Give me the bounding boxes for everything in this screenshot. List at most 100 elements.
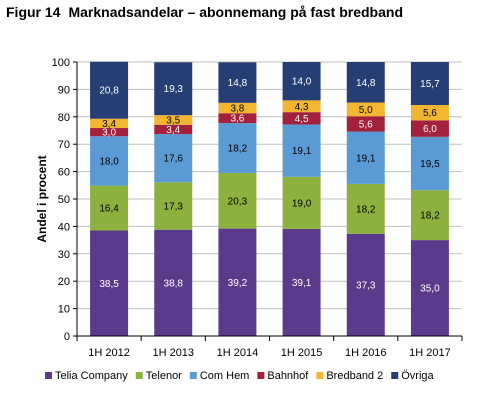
bar-telia-company-1h-2017 — [410, 240, 449, 336]
bar-com-hem-1h-2015 — [282, 124, 321, 177]
bar-bahnhof-1h-2014 — [218, 113, 257, 124]
legend-swatch-com-hem — [189, 372, 197, 379]
bar-telenor-1h-2015 — [282, 176, 321, 229]
data-label-telia-company-1h-2016: 37,3 — [356, 280, 376, 291]
data-label-bredband-2-1h-2012: 3,4 — [102, 119, 116, 130]
data-label-com-hem-1h-2014: 18,2 — [228, 144, 248, 155]
data-label-bredband-2-1h-2013: 3,5 — [166, 115, 180, 126]
bar-telenor-1h-2017 — [410, 190, 449, 241]
y-tick-label-90: 90 — [58, 84, 70, 96]
legend-swatch-vriga — [391, 372, 399, 379]
bar-vriga-1h-2013 — [154, 62, 193, 116]
chart-title: Figur 14 Marknadsandelar – abonnemang på … — [6, 4, 403, 20]
data-label-telia-company-1h-2017: 35,0 — [420, 284, 440, 295]
data-label-vriga-1h-2012: 20,8 — [99, 86, 119, 97]
data-label-telenor-1h-2014: 20,3 — [228, 196, 248, 207]
bar-bredband-2-1h-2016 — [346, 102, 385, 117]
axes: 0 10 20 30 40 50 60 70 80 90 100 1H 2012 1H 2013 1H 2… — [52, 57, 463, 359]
y-tick-label-40: 40 — [58, 221, 70, 233]
x-tick-label-1h-2016: 1H 2016 — [345, 347, 387, 359]
data-label-telia-company-1h-2013: 38,8 — [164, 278, 184, 289]
bars: 38,516,418,03,03,420,838,817,317,63,43,5… — [90, 61, 449, 336]
legend-label-telenor: Telenor — [146, 370, 182, 382]
bar-telia-company-1h-2012 — [90, 230, 129, 336]
bar-vriga-1h-2017 — [410, 62, 449, 106]
data-label-telia-company-1h-2014: 39,2 — [228, 278, 248, 289]
data-label-com-hem-1h-2015: 19,1 — [292, 146, 312, 157]
bar-com-hem-1h-2014 — [218, 123, 257, 173]
legend-swatch-bredband-2 — [316, 372, 324, 379]
legend-label-bredband-2: Bredband 2 — [326, 370, 383, 382]
x-tick-label-1h-2017: 1H 2017 — [409, 347, 451, 359]
data-label-bahnhof-1h-2016: 5,6 — [359, 119, 373, 130]
y-tick-label-80: 80 — [58, 112, 70, 124]
data-label-telia-company-1h-2015: 39,1 — [292, 278, 312, 289]
bar-bahnhof-1h-2017 — [410, 120, 449, 137]
chart-title-text: Marknadsandelar – abonnemang på fast bre… — [68, 4, 403, 20]
data-label-bredband-2-1h-2016: 5,0 — [359, 105, 373, 116]
bar-telia-company-1h-2013 — [154, 229, 193, 336]
bar-telia-company-1h-2015 — [282, 228, 321, 336]
data-label-bredband-2-1h-2014: 3,8 — [230, 104, 244, 115]
bar-bahnhof-1h-2013 — [154, 124, 193, 135]
legend-label-telia-company: Telia Company — [55, 370, 128, 382]
data-label-telenor-1h-2015: 19,0 — [292, 198, 312, 209]
data-label-vriga-1h-2016: 14,8 — [356, 78, 376, 89]
y-tick-label-100: 100 — [52, 57, 70, 69]
x-tick-label-1h-2013: 1H 2013 — [152, 347, 194, 359]
y-tick-label-50: 50 — [58, 194, 70, 206]
y-tick-label-60: 60 — [58, 167, 70, 179]
data-label-bahnhof-1h-2015: 4,5 — [295, 114, 309, 125]
y-tick-label-0: 0 — [64, 331, 70, 343]
data-label-bahnhof-1h-2012: 3,0 — [102, 128, 116, 139]
bar-vriga-1h-2012 — [90, 61, 129, 119]
y-axis-label: Andel i procent — [35, 155, 49, 242]
bar-bahnhof-1h-2015 — [282, 112, 321, 125]
data-label-telenor-1h-2017: 18,2 — [420, 211, 440, 222]
bar-telenor-1h-2013 — [154, 182, 193, 230]
data-label-bahnhof-1h-2014: 3,6 — [230, 114, 244, 125]
figure-label: Figur 14 — [6, 4, 61, 20]
bar-bredband-2-1h-2014 — [218, 102, 257, 114]
bar-bredband-2-1h-2015 — [282, 100, 321, 113]
bar-bahnhof-1h-2016 — [346, 116, 385, 132]
data-label-com-hem-1h-2012: 18,0 — [99, 156, 119, 167]
bar-vriga-1h-2016 — [346, 62, 385, 103]
bar-bredband-2-1h-2012 — [90, 118, 129, 129]
legend-label-vriga: Övriga — [401, 370, 434, 382]
x-tick-label-1h-2014: 1H 2014 — [217, 347, 259, 359]
bar-telenor-1h-2012 — [90, 185, 129, 231]
bar-com-hem-1h-2016 — [346, 131, 385, 184]
data-label-com-hem-1h-2017: 19,5 — [420, 159, 440, 170]
data-label-vriga-1h-2015: 14,0 — [292, 77, 312, 88]
y-tick-label-70: 70 — [58, 139, 70, 151]
bar-com-hem-1h-2017 — [410, 136, 449, 191]
legend-label-bahnhof: Bahnhof — [267, 370, 309, 382]
bar-telia-company-1h-2014 — [218, 228, 257, 336]
bar-vriga-1h-2014 — [218, 62, 257, 103]
data-label-vriga-1h-2014: 14,8 — [228, 78, 248, 89]
y-tick-label-20: 20 — [58, 276, 70, 288]
legend: Telia Company Telenor Com Hem Bahnhof Bredba… — [45, 370, 435, 382]
data-label-bredband-2-1h-2017: 5,6 — [423, 108, 437, 119]
bar-bredband-2-1h-2013 — [154, 115, 193, 125]
x-tick-label-1h-2015: 1H 2015 — [281, 347, 323, 359]
bar-bredband-2-1h-2017 — [410, 105, 449, 121]
bar-telenor-1h-2016 — [346, 183, 385, 234]
data-label-bahnhof-1h-2017: 6,0 — [423, 124, 437, 135]
legend-swatch-bahnhof — [257, 372, 265, 379]
data-label-telenor-1h-2013: 17,3 — [164, 201, 184, 212]
data-label-telenor-1h-2012: 16,4 — [99, 204, 119, 215]
data-label-bahnhof-1h-2013: 3,4 — [166, 125, 180, 136]
y-tick-label-30: 30 — [58, 249, 70, 261]
data-label-bredband-2-1h-2015: 4,3 — [295, 102, 309, 113]
data-label-com-hem-1h-2016: 19,1 — [356, 153, 376, 164]
bar-bahnhof-1h-2012 — [90, 128, 129, 137]
legend-label-com-hem: Com Hem — [200, 370, 250, 382]
legend-swatch-telia-company — [45, 372, 52, 379]
bar-vriga-1h-2015 — [282, 62, 321, 101]
bar-com-hem-1h-2013 — [154, 134, 193, 183]
bar-telenor-1h-2014 — [218, 172, 257, 229]
data-label-com-hem-1h-2013: 17,6 — [164, 154, 184, 165]
